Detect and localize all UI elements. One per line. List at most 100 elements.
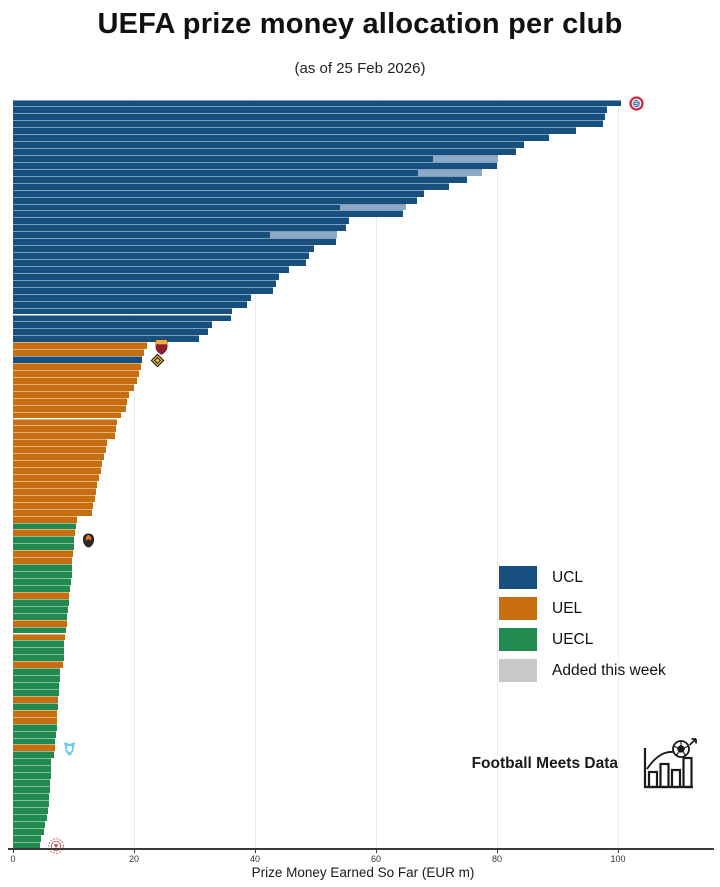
bar-row-uecl-85 [13, 682, 59, 689]
bar-row-ucl-35 [13, 335, 199, 343]
bar-row-ucl-38 [13, 356, 142, 363]
bar-row-ucl-23 [13, 252, 309, 259]
bar-row-uecl-79 [13, 640, 65, 648]
bar-row-uel-46 [13, 411, 122, 419]
bar-row-ucl-10 [13, 161, 497, 169]
added-this-week-segment [433, 155, 499, 162]
bar-row-uecl-88 [13, 702, 58, 710]
bar-row-uel-47 [13, 418, 118, 426]
bar-row-uecl-102 [13, 799, 49, 807]
bar-row-uecl-92 [13, 730, 56, 738]
bar-row-uel-89 [13, 709, 58, 717]
bar-row-ucl-20 [13, 231, 337, 239]
bar-row-ucl-34 [13, 328, 208, 336]
bar-row-ucl-18 [13, 217, 349, 225]
bar-row-uecl-70 [13, 578, 72, 585]
bar-row-uecl-91 [13, 723, 57, 731]
bar-row-ucl-29 [13, 293, 251, 301]
legend: UCL UEL UECL Added this week [499, 566, 666, 690]
bar-row-ucl-19 [13, 224, 347, 232]
bar-row-uel-49 [13, 432, 115, 440]
bar-row-uel-60 [13, 508, 93, 516]
bar-row-uecl-108 [13, 841, 41, 849]
added-this-week-segment [339, 204, 407, 211]
x-tick-mark-60 [376, 850, 377, 853]
bar-row-ucl-7 [13, 141, 525, 149]
bar-row-uel-56 [13, 480, 98, 488]
bar-row-uecl-80 [13, 647, 64, 655]
chart-subtitle: (as of 25 Feb 2026) [294, 60, 426, 77]
bar-row-uel-37 [13, 349, 144, 357]
bar-row-uel-59 [13, 501, 94, 509]
bar-row-uecl-69 [13, 571, 72, 578]
bar-row-ucl-9 [13, 154, 499, 162]
x-tick-mark-80 [497, 850, 498, 853]
x-tick-label-0: 0 [10, 854, 16, 864]
bar-row-uecl-64 [13, 536, 75, 544]
bar-row-uecl-68 [13, 564, 73, 572]
shakhtar-crest-icon [82, 533, 95, 548]
bar-row-uel-78 [13, 633, 66, 641]
x-tick-mark-0 [13, 850, 14, 853]
bar-row-ucl-15 [13, 196, 418, 204]
bar-row-ucl-33 [13, 321, 213, 329]
watermark-text: Football Meets Data [471, 755, 618, 772]
bar-row-ucl-8 [13, 148, 516, 155]
bar-row-uecl-84 [13, 675, 61, 683]
bar-row-uecl-97 [13, 765, 52, 773]
bar-row-ucl-26 [13, 272, 279, 280]
bar-row-uel-87 [13, 695, 58, 703]
bar-row-ucl-22 [13, 245, 314, 253]
bar-row-uecl-77 [13, 626, 67, 634]
gridline-x-20 [134, 99, 135, 848]
page-title: UEFA prize money allocation per club [97, 8, 623, 40]
bar-row-uel-44 [13, 397, 127, 405]
bar-row-uecl-74 [13, 605, 69, 613]
bar-row-uecl-95 [13, 751, 55, 759]
bar-row-ucl-24 [13, 259, 306, 266]
bar-row-ucl-6 [13, 134, 550, 142]
bar-row-ucl-13 [13, 182, 449, 190]
bar-row-ucl-25 [13, 265, 289, 273]
bar-row-uecl-81 [13, 654, 64, 662]
bar-row-uecl-71 [13, 584, 70, 592]
bar-row-uel-53 [13, 460, 102, 468]
legend-label: UEL [552, 599, 583, 617]
x-tick-label-100: 100 [610, 854, 626, 864]
bar-row-uel-61 [13, 515, 78, 523]
gridline-x-60 [376, 99, 377, 848]
bar-row-uel-45 [13, 404, 127, 412]
bar-row-uecl-83 [13, 668, 61, 676]
bar-row-uel-42 [13, 383, 134, 391]
gridline-x-40 [255, 99, 256, 848]
bar-row-uel-41 [13, 376, 138, 384]
bar-row-ucl-27 [13, 279, 276, 287]
bar-row-ucl-2 [13, 106, 608, 114]
bar-row-uel-94 [13, 744, 56, 752]
bar-row-ucl-17 [13, 210, 404, 218]
bar-row-ucl-30 [13, 300, 247, 308]
bar-row-uecl-75 [13, 612, 67, 620]
bar-row-uecl-103 [13, 806, 49, 814]
bar-row-uel-52 [13, 453, 104, 461]
gridline-x-80 [497, 99, 498, 848]
bar-row-ucl-1 [13, 99, 622, 107]
legend-item-ucl: UCL [499, 566, 666, 589]
legend-item-uecl: UECL [499, 628, 666, 651]
football-meets-data-logo-icon [636, 738, 698, 799]
bar-row-uecl-93 [13, 737, 56, 745]
bar-row-uel-50 [13, 439, 107, 447]
light-blue-club-crest-icon [63, 741, 76, 757]
bar-row-uel-58 [13, 494, 95, 502]
legend-label: Added this week [552, 661, 666, 679]
bar-row-uel-90 [13, 716, 58, 724]
bar-row-ucl-28 [13, 286, 274, 294]
bar-row-uel-66 [13, 550, 73, 558]
bar-row-uecl-106 [13, 827, 44, 835]
bar-row-uel-82 [13, 661, 64, 669]
bar-row-uel-39 [13, 363, 142, 370]
bar-row-ucl-12 [13, 175, 467, 183]
x-axis-label: Prize Money Earned So Far (EUR m) [251, 865, 475, 880]
bar-row-ucl-32 [13, 314, 231, 322]
